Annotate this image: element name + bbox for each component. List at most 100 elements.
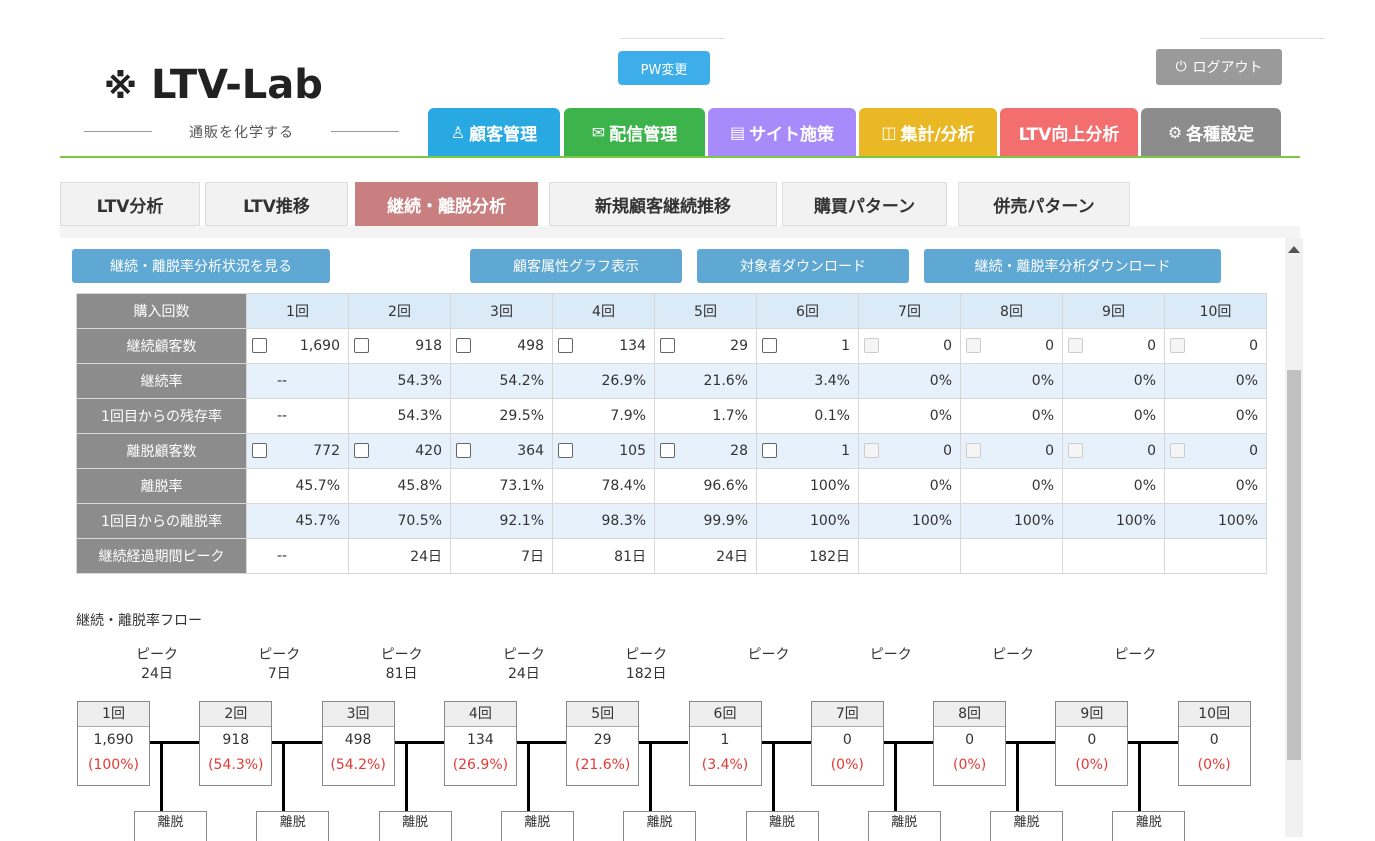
flow-node-pct: (0%)	[953, 757, 987, 773]
cell-value: 1	[841, 443, 850, 459]
cell-value: 54.3%	[348, 363, 451, 399]
subtab-4[interactable]: 購買パターン	[782, 182, 947, 226]
column-header: 4回	[552, 293, 655, 329]
flow-node: 5回 29 (21.6%)	[566, 701, 640, 786]
flow-node-label: 9回	[1056, 702, 1128, 727]
analysis-table: 購入回数 1回 2回 3回 4回 5回 6回 7回 8回 9回 10回 継続顧客数 1,690 918 49…	[76, 293, 1267, 574]
subtab-0[interactable]: LTV分析	[60, 182, 200, 226]
flow-node-pct: (54.2%)	[330, 757, 386, 773]
cell-value: 0%	[858, 468, 961, 504]
peak-label: ピーク	[380, 647, 423, 663]
row-checkbox[interactable]	[558, 338, 573, 353]
analysis-download-button[interactable]: 継続・離脱率分析ダウンロード	[924, 249, 1221, 283]
scrollbar-thumb[interactable]	[1287, 370, 1301, 760]
cell-value: 0%	[960, 468, 1063, 504]
row-label: 継続経過期間ピーク	[76, 538, 247, 574]
cell-value	[858, 538, 961, 574]
cell-value: 0%	[1164, 363, 1267, 399]
attr-graph-button[interactable]: 顧客属性グラフ表示	[470, 249, 682, 283]
peak-label: ピーク	[502, 647, 545, 663]
nav-tab-2[interactable]: ▤ サイト施策	[708, 108, 856, 156]
row-checkbox[interactable]	[252, 443, 267, 458]
flow-node-count: 29	[593, 732, 612, 748]
row-checkbox[interactable]	[456, 338, 471, 353]
nav-tab-label: 顧客管理	[469, 124, 538, 145]
cell-value: 100%	[960, 503, 1063, 539]
logo: ※ LTV-Lab 通販を化学する	[84, 58, 414, 148]
cell-value: 29.5%	[450, 398, 553, 434]
flow-node: 7回 0 (0%)	[810, 701, 884, 786]
cell-value: 45.7%	[246, 503, 349, 539]
subtab-1[interactable]: LTV推移	[205, 182, 348, 226]
chart-icon: ◫	[881, 122, 897, 142]
column-header: 3回	[450, 293, 553, 329]
nav-tab-4[interactable]: LTV向上分析	[1000, 108, 1138, 156]
flow-node-pct: (0%)	[1075, 757, 1109, 773]
peak-label: ピーク	[136, 647, 178, 663]
flow-node-count: 0	[1087, 732, 1097, 748]
nav-tab-label: LTV向上分析	[1018, 124, 1120, 145]
pw-change-button[interactable]: PW変更	[618, 51, 710, 85]
column-header: 6回	[756, 293, 859, 329]
nav-tab-0[interactable]: ♙ 顧客管理	[428, 108, 560, 156]
nav-tab-5[interactable]: ⚙ 各種設定	[1141, 108, 1281, 156]
logo-tagline: 通販を化学する	[84, 122, 399, 142]
subtab-2[interactable]: 継続・離脱分析	[355, 182, 538, 226]
churn-node: 離脱	[134, 811, 207, 841]
row-checkbox[interactable]	[660, 338, 675, 353]
target-download-button[interactable]: 対象者ダウンロード	[697, 249, 909, 283]
subtab-3[interactable]: 新規顧客継続推移	[549, 182, 777, 226]
nav-tab-1[interactable]: ✉ 配信管理	[564, 108, 705, 156]
row-label: 離脱顧客数	[76, 433, 247, 469]
flow-node: 3回 498 (54.2%)	[321, 701, 395, 786]
peak-label: ピーク	[1114, 647, 1157, 663]
flow-node-count: 1,690	[93, 732, 134, 748]
churn-node: 離脱	[256, 811, 330, 841]
nav-tab-label: サイト施策	[749, 124, 835, 145]
row-checkbox[interactable]	[354, 338, 369, 353]
cell-value: 0.1%	[756, 398, 859, 434]
flow-node-label: 4回	[444, 702, 516, 727]
view-status-button[interactable]: 継続・離脱率分析状況を見る	[72, 249, 330, 283]
row-checkbox[interactable]	[354, 443, 369, 458]
row-checkbox[interactable]	[660, 443, 675, 458]
row-checkbox[interactable]	[558, 443, 573, 458]
cell-value: 0%	[1062, 363, 1165, 399]
cell-value: 1	[841, 338, 850, 354]
cell-value: 420	[415, 443, 442, 459]
mail-icon: ✉	[591, 122, 606, 142]
cell-value: 498	[517, 338, 544, 354]
flow-node-pct: (26.9%)	[452, 757, 509, 773]
cell-value: 1.7%	[654, 398, 757, 434]
flow-branch	[1016, 741, 1020, 813]
scroll-up-icon[interactable]	[1288, 246, 1300, 253]
table-row: 離脱率 45.7% 45.8% 73.1% 78.4% 96.6% 100% 0% 0% 0% 0%	[76, 468, 1267, 504]
row-label: 継続顧客数	[76, 328, 247, 364]
flow-node: 6回 1 (3.4%)	[688, 701, 762, 786]
cell-value: 0	[943, 338, 952, 354]
row-checkbox	[864, 443, 879, 458]
flow-peak: ピーク	[729, 646, 809, 665]
flow-connector	[272, 741, 322, 744]
cell-value: 182日	[756, 538, 859, 574]
cell-value: 0	[1249, 338, 1258, 354]
row-checkbox[interactable]	[762, 338, 777, 353]
row-checkbox[interactable]	[456, 443, 471, 458]
row-checkbox[interactable]	[252, 338, 267, 353]
cell-value	[1062, 538, 1165, 574]
nav-tab-label: 各種設定	[1186, 124, 1255, 145]
row-checkbox[interactable]	[762, 443, 777, 458]
nav-tab-3[interactable]: ◫ 集計/分析	[859, 108, 997, 156]
subtab-5[interactable]: 併売パターン	[958, 182, 1130, 226]
flow-node-pct: (0%)	[830, 757, 864, 773]
cell-value: 21.6%	[654, 363, 757, 399]
logout-button[interactable]: ⏻ ログアウト	[1156, 49, 1282, 85]
logo-x-icon: ※	[104, 67, 138, 107]
cell-value: 29	[730, 338, 748, 354]
nav-tab-label: 配信管理	[609, 124, 678, 145]
flow-node: 1回 1,690 (100%)	[77, 701, 150, 786]
column-header: 8回	[960, 293, 1063, 329]
flow-node-label: 8回	[934, 702, 1006, 727]
flow-node-pct: (54.3%)	[208, 757, 264, 773]
row-checkbox	[1068, 443, 1083, 458]
